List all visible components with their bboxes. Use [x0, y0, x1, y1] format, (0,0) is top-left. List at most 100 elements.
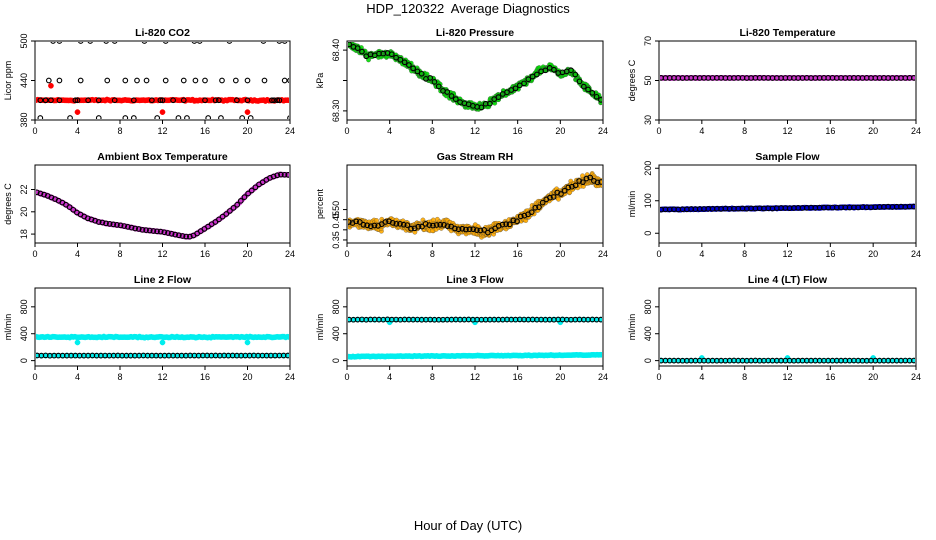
y-axis-label: ml/min	[3, 314, 13, 341]
series-average-point	[478, 104, 485, 111]
x-axis-title: Hour of Day (UTC)	[413, 518, 523, 533]
x-tick-label: 8	[430, 249, 435, 259]
x-tick-label: 12	[782, 126, 792, 136]
series-average-point	[521, 80, 527, 87]
series-average-point	[473, 227, 480, 233]
series-average-point	[348, 42, 352, 48]
y-tick-label: 400	[19, 326, 29, 341]
series-average-point	[517, 213, 524, 220]
series-samples-point	[180, 97, 187, 104]
series-average-point	[219, 213, 226, 220]
panel-title: Line 2 Flow	[134, 274, 192, 286]
series-average-point	[212, 219, 219, 225]
series-samples-point	[154, 115, 161, 119]
series-samples-point	[85, 97, 91, 104]
series-average-point	[558, 191, 564, 197]
x-tick-label: 24	[911, 249, 921, 259]
series-average-point	[227, 208, 233, 214]
series-samples-point	[261, 77, 268, 84]
plot-frame	[658, 164, 917, 244]
series-average-point	[587, 174, 594, 181]
series-average-point	[576, 78, 583, 85]
series-average-point	[121, 223, 128, 229]
series-average-point	[532, 204, 539, 211]
y-tick-label: 68.40	[331, 39, 341, 62]
series-samples-point	[205, 115, 212, 119]
series-average-point	[348, 219, 352, 225]
series-samples-point	[122, 77, 129, 84]
series-samples-point	[232, 77, 239, 84]
series-average-point	[410, 65, 416, 72]
series-samples-point	[212, 97, 219, 104]
series-average-point	[431, 79, 438, 85]
series-samples-point	[234, 97, 240, 104]
y-tick-label: 18	[19, 229, 29, 239]
series-average-point	[183, 233, 190, 240]
series-average-point	[598, 96, 602, 103]
x-tick-label: 4	[699, 372, 704, 382]
series-average-point	[139, 226, 146, 233]
series-average-point	[223, 211, 230, 217]
series-average-point	[550, 194, 557, 200]
y-axis-label: degrees C	[627, 59, 637, 101]
x-tick-label: 0	[344, 249, 349, 259]
series-average-point	[408, 225, 414, 232]
series-average-point	[499, 221, 506, 228]
x-tick-label: 4	[387, 126, 392, 136]
series-average-point	[241, 194, 248, 200]
x-tick-label: 24	[285, 126, 295, 136]
series-samples-point	[42, 97, 49, 104]
series-average-point	[364, 222, 370, 229]
series-samples-point	[95, 115, 102, 119]
x-tick-label: 4	[75, 249, 80, 259]
series-samples-point	[191, 42, 198, 44]
series-average-point	[168, 230, 175, 237]
series-average-point	[466, 226, 473, 233]
series-samples-point	[56, 42, 63, 44]
x-tick-label: 8	[430, 126, 435, 136]
series-samples-point	[37, 97, 44, 104]
series-average-point	[444, 223, 451, 230]
series-samples-point	[244, 339, 251, 346]
series-average-point	[404, 222, 411, 228]
series-average-point	[248, 187, 255, 194]
panel-title: Li-820 Temperature	[739, 27, 835, 39]
series-average-point	[382, 219, 389, 225]
panel-gas-stream-rh: Gas Stream RH 0 4 8 12 16 20 24 0.35 0.450.50 perc…	[315, 151, 608, 259]
series-average-point	[598, 179, 602, 185]
data-points	[660, 355, 915, 364]
x-tick-label: 8	[430, 372, 435, 382]
y-tick-label: 800	[19, 299, 29, 314]
series-samples-point	[226, 42, 233, 44]
series-average-point	[481, 226, 487, 233]
series-samples-point	[130, 97, 137, 104]
series-average-point	[244, 109, 251, 115]
x-tick-label: 4	[699, 249, 704, 259]
series-average-point	[477, 227, 484, 234]
x-tick-label: 8	[742, 372, 747, 382]
series-samples-point	[48, 97, 54, 104]
panel-sample-flow: Sample Flow 0 4 8 12 16 20 24 0 100 200 ml/min	[627, 151, 921, 259]
series-average-point	[444, 89, 451, 95]
series-average-point	[389, 220, 396, 226]
series-average-point	[539, 199, 546, 206]
y-tick-label: 68.30	[331, 100, 341, 123]
series-samples-point	[163, 42, 169, 44]
y-tick-label: 440	[19, 73, 29, 88]
series-samples-point	[599, 179, 602, 185]
x-tick-label: 16	[200, 126, 210, 136]
plot-frame	[658, 287, 917, 367]
x-tick-label: 0	[32, 372, 37, 382]
series-samples-point	[197, 42, 203, 44]
series-average-point	[400, 221, 407, 228]
x-tick-label: 24	[598, 372, 608, 382]
series-average-point	[911, 357, 915, 364]
x-tick-label: 16	[200, 372, 210, 382]
panel-title: Li-820 Pressure	[436, 27, 514, 39]
x-tick-label: 0	[656, 249, 661, 259]
x-tick-label: 24	[911, 126, 921, 136]
x-tick-label: 8	[742, 126, 747, 136]
series-samples-point	[202, 97, 208, 104]
panel-line-2-flow: Line 2 Flow 0 4 8 12 16 20 24 0 400 800 ml/min	[3, 274, 295, 382]
series-average-point	[448, 93, 455, 99]
